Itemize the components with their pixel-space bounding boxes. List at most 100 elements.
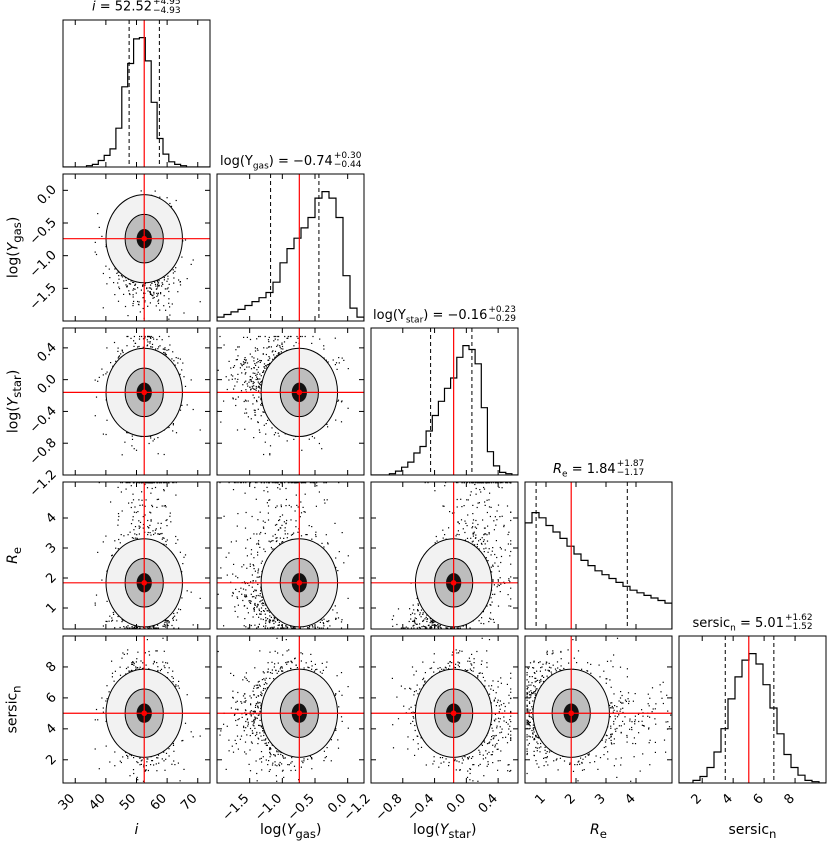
- ytick-label-3-2: 3: [43, 540, 59, 556]
- xtick-label-4-3: 8: [781, 791, 797, 807]
- hist-title-errors-4: +1.62 −1.52: [785, 614, 813, 632]
- x-axis-label-3: Re: [590, 822, 607, 841]
- panel-4-4: [679, 636, 826, 783]
- hist-title-4: sersicn = 5.01 +1.62 −1.52: [692, 614, 813, 634]
- histogram-0: [63, 37, 210, 167]
- panel-1-0: [63, 174, 210, 321]
- xtick-label-3-1: 2: [562, 791, 578, 807]
- hist-title-plus-4: +1.62: [784, 613, 813, 623]
- panel-3-0: [63, 482, 210, 629]
- hist-title-plus-1: +0.30: [333, 151, 362, 161]
- hist-title-errors-3: +1.87 −1.17: [617, 460, 645, 478]
- hist-title-0: i = 52.52 +4.95 −4.93: [92, 0, 181, 16]
- ytick-label-2-3: 0.0: [35, 372, 60, 397]
- hist-title-3: Re = 1.84 +1.87 −1.17: [553, 460, 645, 480]
- xtick-label-0-1: 40: [86, 791, 108, 813]
- hist-title-text-2: log(Ystar) = −0.16: [373, 307, 488, 326]
- hist-title-plus-0: +4.95: [153, 0, 181, 7]
- xtick-label-1-2: −0.5: [285, 791, 318, 824]
- hist-title-errors-2: +0.23 −0.29: [488, 306, 516, 324]
- histogram-3: [525, 512, 672, 629]
- xtick-label-3-0: 1: [532, 791, 548, 807]
- x-axis-label-0: i: [134, 822, 139, 838]
- panel-frame-1-1: [216, 173, 365, 322]
- panel-frame-3-3: [524, 481, 673, 630]
- xtick-label-4-1: 4: [720, 791, 736, 807]
- truth-point-3-2: [450, 580, 457, 586]
- hist-title-minus-3: −1.17: [616, 468, 645, 478]
- x-axis-label-4: sersicn: [728, 822, 777, 841]
- panel-frame-4-4: [678, 635, 827, 784]
- panel-frame-2-1: [216, 327, 365, 476]
- xtick-label-1-0: −1.5: [220, 791, 253, 824]
- ytick-label-4-1: 4: [43, 721, 59, 737]
- truth-point-3-1: [296, 580, 303, 586]
- ytick-label-3-1: 2: [43, 570, 59, 586]
- xtick-label-2-3: 0.0: [444, 791, 469, 816]
- panel-frame-4-2: [370, 635, 519, 784]
- panel-frame-4-3: [524, 635, 673, 784]
- panel-frame-2-2: [370, 327, 519, 476]
- hist-title-text-0: i = 52.52: [92, 0, 152, 15]
- y-axis-label-3: Re: [4, 546, 24, 564]
- hist-title-plus-3: +1.87: [616, 459, 645, 469]
- ytick-label-2-4: 0.4: [35, 340, 60, 365]
- panel-1-1: [217, 174, 364, 321]
- y-axis-label-1: log(Ygas): [4, 216, 24, 279]
- hist-title-minus-4: −1.52: [784, 622, 813, 632]
- ytick-label-4-0: 2: [43, 752, 59, 768]
- ytick-label-1-0: −1.5: [27, 281, 60, 314]
- truth-point-4-1: [296, 710, 303, 717]
- panel-4-1: [217, 636, 364, 783]
- xtick-label-4-2: 6: [750, 791, 766, 807]
- hist-title-minus-1: −0.44: [333, 160, 362, 170]
- xtick-label-1-1: −1.0: [252, 791, 285, 824]
- ytick-label-2-0: −1.2: [27, 467, 60, 500]
- ytick-label-1-3: 0.0: [35, 183, 60, 208]
- ytick-label-1-1: −1.0: [27, 248, 60, 281]
- hist-title-2: log(Ystar) = −0.16 +0.23 −0.29: [373, 306, 516, 326]
- panel-frame-3-2: [370, 481, 519, 630]
- x-axis-label-2: log(Ystar): [413, 822, 477, 841]
- panel-frame-3-1: [216, 481, 365, 630]
- truth-point-4-0: [141, 710, 148, 717]
- xtick-label-0-4: 70: [178, 791, 200, 813]
- xtick-label-0-2: 50: [117, 791, 139, 813]
- hist-title-1: log(Ygas) = −0.74 +0.30 −0.44: [220, 151, 362, 172]
- hist-title-minus-0: −4.93: [153, 6, 181, 16]
- panel-frame-4-1: [216, 635, 365, 784]
- ytick-label-4-2: 6: [43, 690, 59, 706]
- x-axis-label-1: log(Ygas): [260, 822, 322, 841]
- ytick-label-3-3: 4: [43, 510, 59, 526]
- panel-4-2: [371, 636, 518, 783]
- panel-4-3: [525, 636, 672, 783]
- hist-title-errors-0: +4.95 −4.93: [153, 0, 181, 16]
- hist-title-plus-2: +0.23: [488, 305, 516, 315]
- histogram-4: [679, 653, 826, 783]
- hist-title-text-3: Re = 1.84: [553, 461, 616, 480]
- xtick-label-0-0: 30: [56, 791, 78, 813]
- panel-3-3: [525, 482, 672, 629]
- xtick-label-3-3: 4: [622, 791, 638, 807]
- hist-title-text-1: log(Ygas) = −0.74: [220, 153, 333, 172]
- ytick-label-2-1: −0.8: [27, 435, 60, 468]
- panel-2-0: [63, 328, 210, 475]
- ytick-label-3-0: 1: [43, 600, 59, 616]
- panel-frame-0-0: [62, 19, 211, 168]
- xtick-label-2-2: −0.4: [404, 791, 437, 824]
- truth-point-4-3: [568, 710, 574, 717]
- hist-title-text-4: sersicn = 5.01: [692, 615, 784, 634]
- xtick-label-3-2: 3: [592, 791, 608, 807]
- truth-point-2-1: [296, 389, 303, 396]
- xtick-label-2-4: 0.4: [476, 791, 501, 816]
- histogram-1: [217, 191, 364, 321]
- truth-point-3-0: [141, 580, 148, 586]
- y-axis-label-4: sersicn: [4, 685, 24, 734]
- y-axis-label-2: log(Ystar): [4, 369, 24, 434]
- xtick-label-2-1: −0.8: [373, 791, 406, 824]
- truth-point-4-2: [450, 710, 457, 717]
- panel-2-2: [371, 328, 518, 475]
- histogram-2: [371, 345, 518, 475]
- xtick-label-0-3: 60: [148, 791, 170, 813]
